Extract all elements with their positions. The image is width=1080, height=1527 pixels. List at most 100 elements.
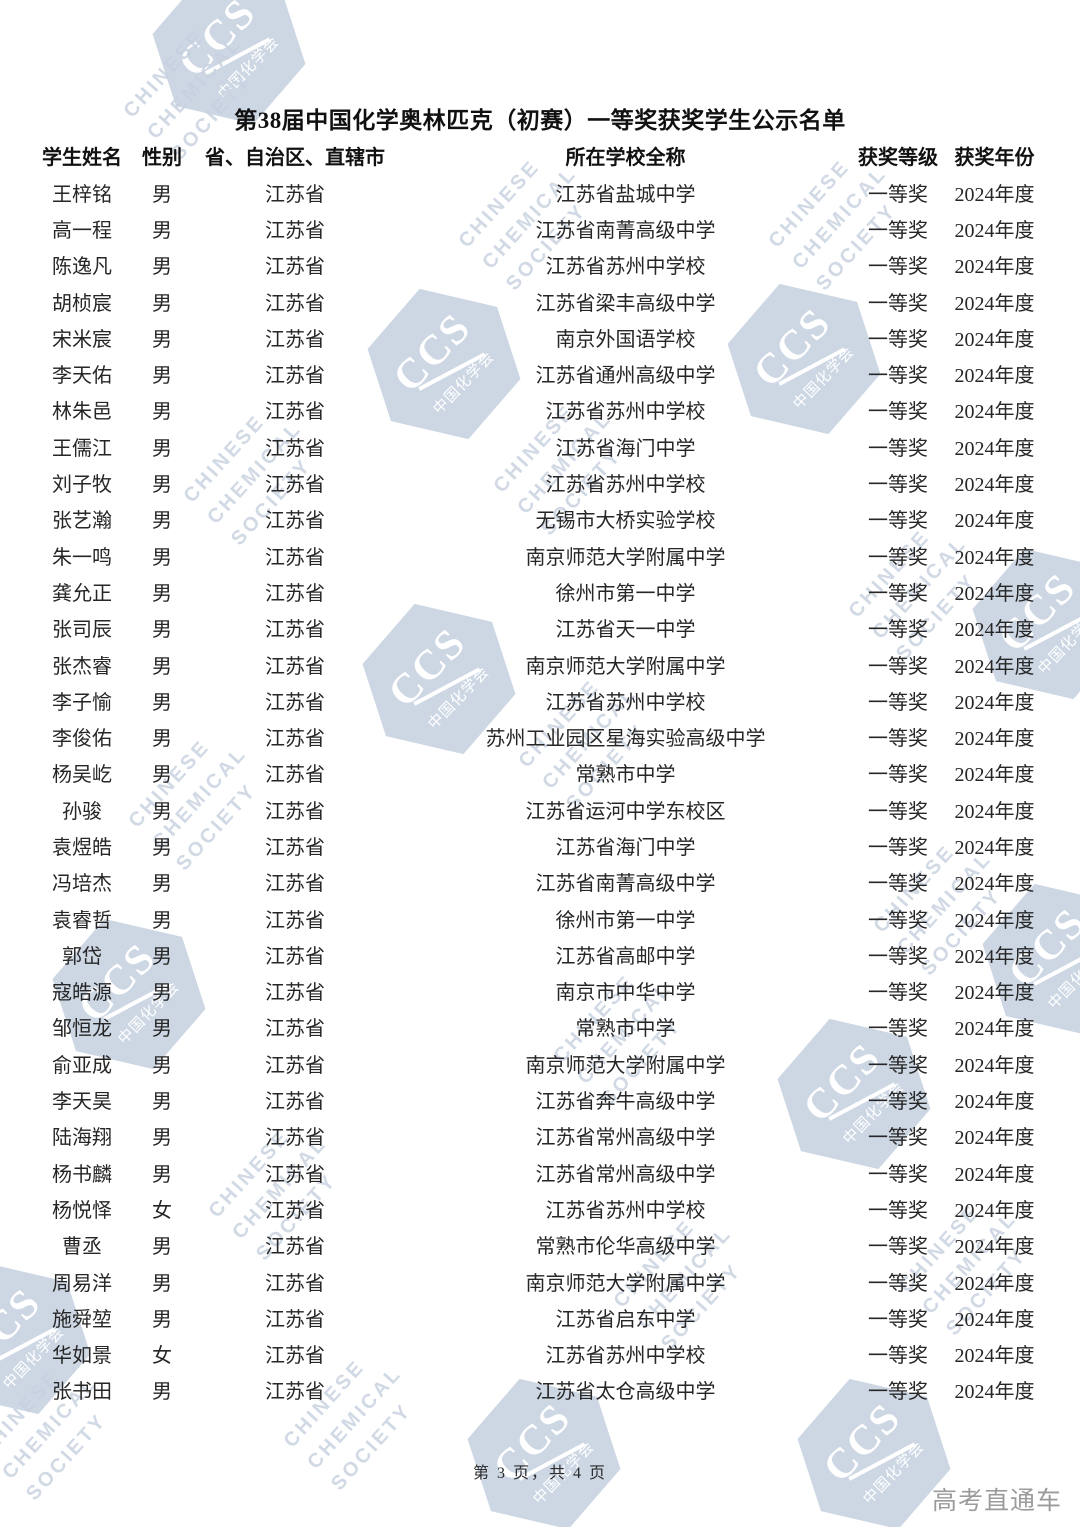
header-gender: 性别 bbox=[142, 146, 182, 169]
table-row: 高一程 男 江苏省 江苏省南菁高级中学 一等奖 2024年度 bbox=[0, 210, 1080, 246]
cell-school: 江苏省苏州中学校 bbox=[545, 691, 706, 714]
cell-student-name: 周易洋 bbox=[52, 1272, 112, 1295]
cell-gender: 男 bbox=[152, 365, 172, 388]
cell-award-year: 2024年度 bbox=[954, 474, 1035, 497]
cell-award-level: 一等奖 bbox=[868, 836, 928, 859]
cell-student-name: 宋米宸 bbox=[52, 328, 112, 351]
cell-school: 江苏省高邮中学 bbox=[555, 945, 696, 968]
table-row: 杨悦怿 女 江苏省 江苏省苏州中学校 一等奖 2024年度 bbox=[0, 1190, 1080, 1226]
cell-award-level: 一等奖 bbox=[868, 437, 928, 460]
table-row: 龚允正 男 江苏省 徐州市第一中学 一等奖 2024年度 bbox=[0, 573, 1080, 609]
cell-award-year: 2024年度 bbox=[954, 1091, 1035, 1114]
header-school: 所在学校全称 bbox=[565, 146, 686, 169]
cell-student-name: 张书田 bbox=[52, 1381, 112, 1404]
cell-award-year: 2024年度 bbox=[954, 764, 1035, 787]
cell-student-name: 龚允正 bbox=[52, 582, 112, 605]
cell-award-year: 2024年度 bbox=[954, 1163, 1035, 1186]
table-body: 王梓铭男江苏省 江苏省盐城中学 一等奖 2024年度 高一程男江苏省 江苏省南菁高级中学一… bbox=[0, 174, 1080, 1408]
cell-school: 江苏省苏州中学校 bbox=[545, 1345, 706, 1368]
cell-school: 江苏省苏州中学校 bbox=[545, 1199, 706, 1222]
cell-province: 江苏省 bbox=[265, 1091, 325, 1114]
cell-school: 南京师范大学附属中学 bbox=[525, 1054, 726, 1077]
table-row: 冯培杰 男 江苏省 江苏省南菁高级中学 一等奖 2024年度 bbox=[0, 864, 1080, 900]
cell-province: 江苏省 bbox=[265, 728, 325, 751]
cell-award-year: 2024年度 bbox=[954, 1345, 1035, 1368]
cell-award-year: 2024年度 bbox=[954, 183, 1035, 206]
cell-award-level: 一等奖 bbox=[868, 546, 928, 569]
cell-province: 江苏省 bbox=[265, 873, 325, 896]
cell-award-level: 一等奖 bbox=[868, 1381, 928, 1404]
cell-province: 江苏省 bbox=[265, 183, 325, 206]
table-row: 胡桢宸 男 江苏省 江苏省梁丰高级中学 一等奖 2024年度 bbox=[0, 283, 1080, 319]
cell-gender: 男 bbox=[152, 1018, 172, 1041]
cell-gender: 男 bbox=[152, 582, 172, 605]
table-row: 李天佑 男 江苏省 江苏省通州高级中学 一等奖 2024年度 bbox=[0, 355, 1080, 391]
cell-gender: 男 bbox=[152, 183, 172, 206]
cell-gender: 男 bbox=[152, 1054, 172, 1077]
cell-student-name: 寇皓源 bbox=[52, 982, 112, 1005]
cell-student-name: 李俊佑 bbox=[52, 728, 112, 751]
cell-school: 徐州市第一中学 bbox=[555, 582, 696, 605]
cell-province: 江苏省 bbox=[265, 1054, 325, 1077]
cell-school: 江苏省常州高级中学 bbox=[535, 1127, 716, 1150]
cell-award-year: 2024年度 bbox=[954, 1054, 1035, 1077]
cell-award-year: 2024年度 bbox=[954, 909, 1035, 932]
cell-award-year: 2024年度 bbox=[954, 546, 1035, 569]
cell-gender: 男 bbox=[152, 219, 172, 242]
cell-school: 江苏省苏州中学校 bbox=[545, 474, 706, 497]
table-row: 张书田 男 江苏省 江苏省太仓高级中学 一等奖 2024年度 bbox=[0, 1372, 1080, 1408]
cell-gender: 男 bbox=[152, 1163, 172, 1186]
cell-award-year: 2024年度 bbox=[954, 619, 1035, 642]
cell-gender: 男 bbox=[152, 437, 172, 460]
cell-award-year: 2024年度 bbox=[954, 401, 1035, 424]
cell-province: 江苏省 bbox=[265, 1272, 325, 1295]
cell-gender: 女 bbox=[152, 1345, 172, 1368]
table-row: 李子愉 男 江苏省 江苏省苏州中学校 一等奖 2024年度 bbox=[0, 682, 1080, 718]
cell-award-level: 一等奖 bbox=[868, 1054, 928, 1077]
cell-student-name: 林朱邑 bbox=[52, 401, 112, 424]
cell-award-level: 一等奖 bbox=[868, 183, 928, 206]
cell-student-name: 袁煜皓 bbox=[52, 836, 112, 859]
table-row: 袁煜皓 男 江苏省 江苏省海门中学 一等奖 2024年度 bbox=[0, 827, 1080, 863]
table-row: 王儒江 男 江苏省 江苏省海门中学 一等奖 2024年度 bbox=[0, 428, 1080, 464]
cell-school: 常熟市中学 bbox=[575, 1018, 676, 1041]
page-title: 第38届中国化学奥林匹克（初赛）一等奖获奖学生公示名单 bbox=[234, 108, 846, 133]
cell-province: 江苏省 bbox=[265, 256, 325, 279]
cell-province: 江苏省 bbox=[265, 328, 325, 351]
cell-province: 江苏省 bbox=[265, 1127, 325, 1150]
table-row: 袁睿哲 男 江苏省 徐州市第一中学 一等奖 2024年度 bbox=[0, 900, 1080, 936]
table-row: 孙骏 男 江苏省 江苏省运河中学东校区 一等奖 2024年度 bbox=[0, 791, 1080, 827]
cell-award-year: 2024年度 bbox=[954, 1018, 1035, 1041]
cell-school: 江苏省海门中学 bbox=[555, 836, 696, 859]
table-row: 杨吴屹 男 江苏省 常熟市中学 一等奖 2024年度 bbox=[0, 755, 1080, 791]
cell-award-year: 2024年度 bbox=[954, 1127, 1035, 1150]
table-row: 朱一鸣 男 江苏省 南京师范大学附属中学 一等奖 2024年度 bbox=[0, 537, 1080, 573]
cell-gender: 男 bbox=[152, 800, 172, 823]
table-row: 邹恒龙 男 江苏省 常熟市中学 一等奖 2024年度 bbox=[0, 1009, 1080, 1045]
table-row: 华如景 女 江苏省 江苏省苏州中学校 一等奖 2024年度 bbox=[0, 1336, 1080, 1372]
cell-student-name: 王儒江 bbox=[52, 437, 112, 460]
cell-province: 江苏省 bbox=[265, 437, 325, 460]
table-row: 张杰睿 男 江苏省 南京师范大学附属中学 一等奖 2024年度 bbox=[0, 646, 1080, 682]
cell-student-name: 李天佑 bbox=[52, 365, 112, 388]
cell-school: 江苏省南菁高级中学 bbox=[535, 219, 716, 242]
cell-gender: 男 bbox=[152, 328, 172, 351]
cell-award-year: 2024年度 bbox=[954, 691, 1035, 714]
cell-student-name: 张杰睿 bbox=[52, 655, 112, 678]
cell-gender: 男 bbox=[152, 1381, 172, 1404]
cell-student-name: 杨吴屹 bbox=[52, 764, 112, 787]
table-row: 李俊佑 男 江苏省 苏州工业园区星海实验高级中学 一等奖 2024年度 bbox=[0, 718, 1080, 754]
cell-gender: 男 bbox=[152, 691, 172, 714]
cell-school: 常熟市中学 bbox=[575, 764, 676, 787]
cell-award-year: 2024年度 bbox=[954, 437, 1035, 460]
cell-student-name: 俞亚成 bbox=[52, 1054, 112, 1077]
cell-student-name: 高一程 bbox=[52, 219, 112, 242]
cell-province: 江苏省 bbox=[265, 1236, 325, 1259]
cell-award-level: 一等奖 bbox=[868, 1127, 928, 1150]
cell-province: 江苏省 bbox=[265, 655, 325, 678]
cell-student-name: 冯培杰 bbox=[52, 873, 112, 896]
table-row: 林朱邑 男 江苏省 江苏省苏州中学校 一等奖 2024年度 bbox=[0, 392, 1080, 428]
cell-award-year: 2024年度 bbox=[954, 510, 1035, 533]
cell-award-level: 一等奖 bbox=[868, 1308, 928, 1331]
header-award-level: 获奖等级 bbox=[858, 146, 938, 169]
